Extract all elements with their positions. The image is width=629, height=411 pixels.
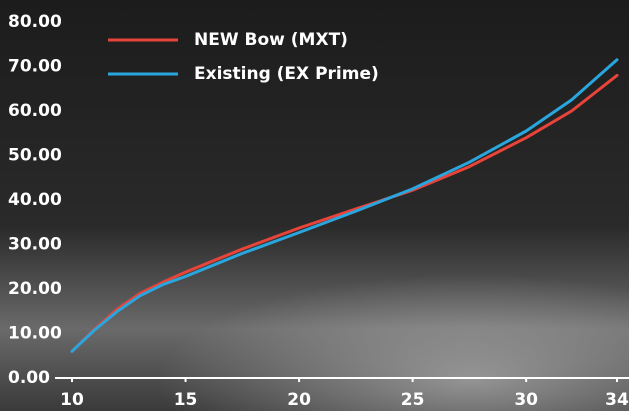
legend-label: Existing (EX Prime)	[194, 64, 379, 84]
x-tick-label: 34	[605, 390, 629, 410]
y-tick-label: 50.00	[8, 146, 62, 166]
series-line	[70, 73, 619, 353]
y-tick-label: 0.00	[8, 368, 50, 388]
y-tick-label: 60.00	[8, 101, 62, 121]
y-tick-label: 40.00	[8, 190, 62, 210]
y-tick-label: 10.00	[8, 324, 62, 344]
y-tick-label: 80.00	[8, 12, 62, 32]
legend-label: NEW Bow (MXT)	[194, 30, 348, 50]
x-tick-label: 20	[287, 390, 311, 410]
y-tick-label: 30.00	[8, 235, 62, 255]
x-tick-label: 30	[514, 390, 538, 410]
background-glow	[0, 200, 629, 411]
x-tick-label: 10	[60, 390, 84, 410]
series-line	[70, 58, 619, 353]
y-tick-label: 70.00	[8, 57, 62, 77]
x-tick-label: 15	[174, 390, 198, 410]
x-tick-label: 25	[401, 390, 425, 410]
y-tick-label: 20.00	[8, 279, 62, 299]
